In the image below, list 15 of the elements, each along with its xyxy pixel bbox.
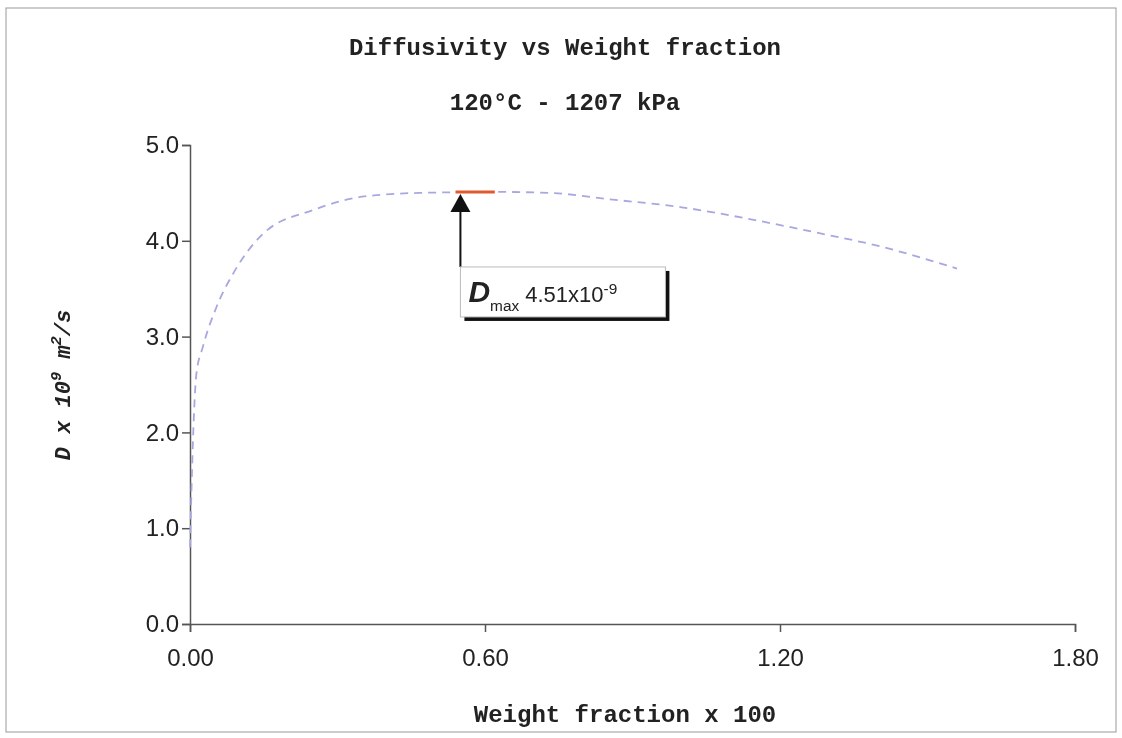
y-tick-label: 4.0 xyxy=(145,226,179,254)
line-series xyxy=(189,191,958,549)
x-tick-label: 0.60 xyxy=(462,644,509,672)
x-tick-label: 1.20 xyxy=(757,644,804,672)
y-tick-label: 3.0 xyxy=(145,322,179,350)
chart-subtitle: 120°C - 1207 kPa xyxy=(449,90,681,117)
y-tick-label: 0.0 xyxy=(145,610,179,638)
y-tick-label: 2.0 xyxy=(145,418,179,446)
y-tick-label: 1.0 xyxy=(145,514,179,542)
x-tick-label: 1.80 xyxy=(1052,644,1099,672)
x-axis-title: Weight fraction x 100 xyxy=(473,702,777,729)
x-tick-label: 0.00 xyxy=(167,644,214,672)
annotation: D$_{max}$ 4.51x10$^{-9}$ xyxy=(468,274,618,314)
y-tick-label: 5.0 xyxy=(145,131,179,159)
chart-title: Diffusivity vs Weight fraction xyxy=(348,35,782,62)
